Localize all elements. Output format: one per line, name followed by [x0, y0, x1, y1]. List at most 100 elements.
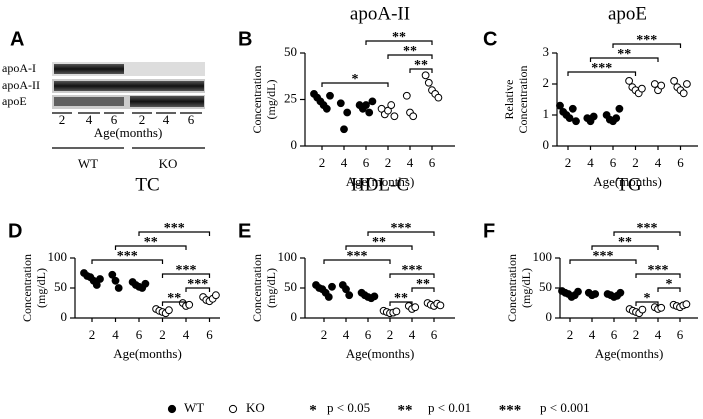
x-tick-label: 6: [677, 327, 684, 342]
blot-band: [54, 97, 124, 106]
legend-label: KO: [246, 400, 265, 415]
y-tick-label: 0: [543, 137, 550, 152]
data-point: [390, 112, 399, 121]
x-tick-label: 2: [633, 327, 640, 342]
data-point: [616, 288, 625, 297]
data-point: [574, 287, 582, 296]
data-point: [165, 306, 173, 315]
data-point: [657, 303, 666, 312]
blot-x-label: Age(months): [94, 125, 163, 140]
chart-title: HDL-C: [351, 174, 409, 195]
panel-letter: B: [238, 28, 252, 50]
data-point: [342, 285, 350, 294]
significance-label: ***: [164, 221, 185, 236]
blot-group-label: KO: [159, 156, 178, 171]
y-axis-label-line: Concentration: [250, 66, 264, 134]
significance-bracket: [635, 273, 681, 278]
significance-label: ***: [391, 221, 412, 236]
data-point: [370, 292, 379, 301]
significance-label: **: [167, 291, 181, 306]
data-point: [589, 112, 598, 121]
x-tick-label: 4: [343, 327, 350, 342]
data-point: [572, 117, 580, 126]
legend-label: p < 0.05: [327, 400, 370, 415]
data-point: [638, 305, 647, 314]
blot-row-label: apoA-II: [2, 78, 40, 92]
x-tick-label: 4: [655, 327, 662, 342]
y-axis-label-line: (mg/dL): [264, 268, 278, 308]
significance-label: ***: [591, 61, 612, 76]
significance-bracket: [635, 301, 659, 306]
y-tick-label: 50: [284, 279, 297, 294]
x-tick-label: 6: [206, 327, 213, 342]
blot-panel: A: [10, 28, 205, 149]
data-point: [336, 99, 345, 108]
significance-bracket: [612, 43, 682, 48]
x-tick-label: 4: [587, 155, 594, 170]
x-tick-label: 4: [655, 155, 662, 170]
y-tick-label: 0: [61, 309, 68, 324]
y-tick-label: 25: [284, 90, 297, 105]
significance-label: **: [403, 44, 417, 59]
x-tick-label: 6: [431, 327, 438, 342]
x-tick-label: 2: [632, 155, 639, 170]
x-tick-label: 6: [677, 155, 684, 170]
x-tick-label: 6: [365, 327, 372, 342]
data-point: [212, 291, 220, 300]
y-axis-label-line: Concentration: [20, 254, 34, 322]
legend-label: WT: [184, 400, 204, 415]
significance-label: **: [144, 235, 158, 250]
blot-band: [130, 96, 204, 107]
data-point: [638, 84, 646, 93]
data-point: [392, 307, 401, 316]
data-point: [568, 104, 577, 113]
data-point: [362, 101, 370, 109]
blot-band: [54, 64, 124, 74]
blot-row-label: apoE: [2, 94, 27, 108]
legend-symbol: **: [398, 402, 413, 418]
x-tick-label: 6: [363, 155, 370, 170]
y-tick-label: 2: [543, 75, 550, 90]
x-tick-label: 4: [407, 155, 414, 170]
x-tick-label: 2: [159, 327, 166, 342]
data-point: [343, 108, 352, 117]
significance-bracket: [411, 287, 435, 292]
blot-age-label: 6: [111, 112, 118, 127]
significance-label: **: [416, 277, 430, 292]
data-point: [326, 91, 334, 100]
x-tick-label: 4: [341, 155, 348, 170]
data-point: [625, 77, 633, 85]
significance-label: ***: [593, 249, 614, 264]
x-axis-label: Age(months): [113, 346, 182, 361]
x-tick-label: 2: [89, 327, 96, 342]
x-tick-label: 6: [136, 327, 143, 342]
data-point: [340, 125, 348, 134]
data-point: [682, 300, 691, 309]
significance-label: ***: [648, 263, 669, 278]
significance-label: **: [392, 30, 406, 45]
legend-label: p < 0.001: [540, 400, 590, 415]
data-point: [345, 291, 354, 300]
data-point: [387, 101, 396, 109]
y-axis-label-line: (mg/dL): [519, 268, 533, 308]
significance-label: **: [618, 235, 632, 250]
x-tick-label: 6: [610, 155, 617, 170]
significance-bracket: [323, 259, 391, 264]
significance-label: **: [617, 47, 631, 62]
x-tick-label: 4: [112, 327, 119, 342]
significance-bracket: [185, 287, 211, 292]
legend-symbol: *: [309, 402, 317, 418]
significance-label: **: [394, 291, 408, 306]
panel-letter: F: [483, 220, 495, 242]
y-tick-label: 3: [543, 44, 550, 59]
blot-age-label: 4: [86, 112, 93, 127]
data-point: [612, 114, 621, 122]
significance-bracket: [321, 82, 389, 87]
blot-age-label: 4: [163, 112, 170, 127]
data-point: [556, 101, 564, 110]
x-tick-label: 2: [567, 327, 574, 342]
data-point: [657, 81, 666, 90]
x-tick-label: 2: [321, 327, 328, 342]
data-point: [421, 71, 430, 80]
